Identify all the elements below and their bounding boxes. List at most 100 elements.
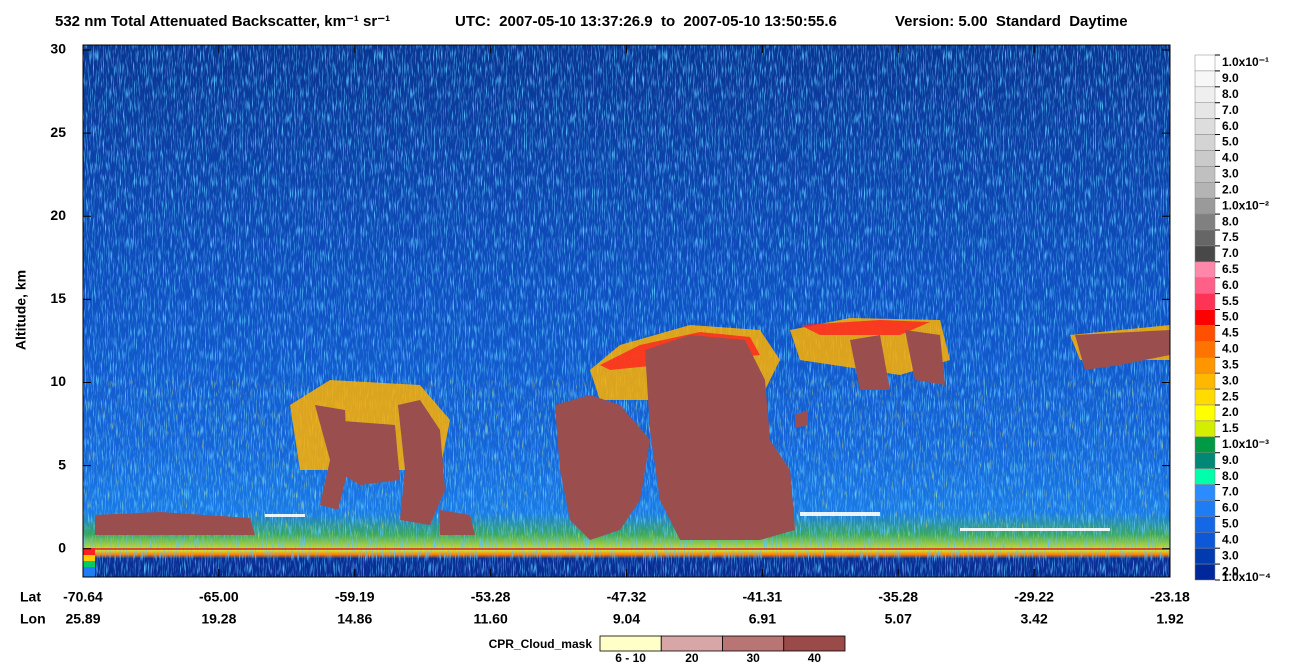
x-tick-label: 6.91 xyxy=(749,611,776,627)
colorbar-cell xyxy=(1194,452,1216,469)
y-tick-label: 25 xyxy=(50,124,66,140)
x-tick-label: 14.86 xyxy=(337,611,372,627)
mask-label: 6 - 10 xyxy=(615,651,646,665)
colorbar-cell xyxy=(1194,372,1216,390)
colorbar-cell xyxy=(1194,563,1216,581)
x-tick-label: -59.19 xyxy=(335,589,375,605)
colorbar-cell xyxy=(1194,134,1216,151)
colorbar-label: 7.0 xyxy=(1222,485,1239,499)
colorbar-cell xyxy=(1194,213,1216,231)
colorbar-cell xyxy=(1194,357,1216,374)
mask-label: 20 xyxy=(685,651,699,665)
colorbar-cell xyxy=(1194,420,1216,438)
colorbar-cell xyxy=(1194,388,1216,406)
colorbar-cell xyxy=(1194,197,1216,215)
colorbar-cell xyxy=(1194,245,1216,263)
colorbar-label: 1.0x10⁻⁴ xyxy=(1222,570,1271,584)
colorbar-cell xyxy=(1194,118,1216,135)
colorbar-cell xyxy=(1194,261,1216,278)
colorbar-cell xyxy=(1194,54,1216,72)
low-cloud-tops xyxy=(265,512,1110,531)
mask-swatch xyxy=(660,635,723,652)
colorbar-label: 4.0 xyxy=(1222,151,1239,165)
x-row-name: Lon xyxy=(20,611,46,627)
colorbar-cell xyxy=(1194,325,1216,342)
colorbar-label: 2.0 xyxy=(1222,564,1239,578)
x-tick-label: -53.28 xyxy=(471,589,511,605)
colorbar-label: 4.0 xyxy=(1222,532,1239,546)
colorbar-label: 6.0 xyxy=(1222,278,1239,292)
colorbar-cell xyxy=(1194,309,1216,326)
colorbar-label: 5.0 xyxy=(1222,135,1239,149)
x-tick-label: 9.04 xyxy=(613,611,640,627)
x-tick-label: -41.31 xyxy=(743,589,783,605)
generated: 0 5 10 15 20 25 30 Lat -70.64 -65.00 -59.19 -53.28 -… xyxy=(20,41,1271,665)
x-tick-label: -47.32 xyxy=(607,589,647,605)
y-tick-label: 0 xyxy=(58,539,66,555)
surface-swatch xyxy=(83,548,95,577)
colorbar-cell xyxy=(1194,516,1216,533)
colorbar-label: 7.0 xyxy=(1222,246,1239,260)
x-tick-label: 11.60 xyxy=(473,611,507,627)
colorbar-label: 3.5 xyxy=(1222,357,1239,371)
colorbar-label: 1.0x10⁻³ xyxy=(1222,437,1269,451)
clouds xyxy=(95,330,1170,540)
colorbar-cell xyxy=(1194,532,1216,549)
colorbar-label: 9.0 xyxy=(1222,71,1239,85)
colorbar-label: 2.0 xyxy=(1222,182,1239,196)
colorbar-label: 7.5 xyxy=(1222,230,1239,244)
x-tick-label: -70.64 xyxy=(63,589,103,605)
colorbar-label: 6.0 xyxy=(1222,119,1239,133)
colorbar-label: 4.0 xyxy=(1222,342,1239,356)
mask-swatch xyxy=(783,635,846,652)
x-tick-label: -29.22 xyxy=(1014,589,1054,605)
colorbar-cell xyxy=(1194,229,1216,247)
x-tick-label: 1.92 xyxy=(1156,611,1183,627)
colorbar-label: 1.0x10⁻² xyxy=(1222,198,1269,212)
colorbar-label: 8.0 xyxy=(1222,469,1239,483)
colorbar-cell xyxy=(1194,102,1216,119)
colorbar-cell xyxy=(1194,293,1216,310)
version: Version: 5.00 Standard Daytime xyxy=(895,13,1128,30)
colorbar-cell xyxy=(1194,86,1216,103)
y-tick-label: 10 xyxy=(50,373,66,389)
mask-swatch xyxy=(599,635,662,652)
curtain xyxy=(83,45,1170,577)
chart-title: 532 nm Total Attenuated Backscatter, km⁻… xyxy=(55,13,390,30)
colorbar-cell xyxy=(1194,150,1216,167)
time-range: UTC: 2007-05-10 13:37:26.9 to 2007-05-10… xyxy=(455,13,837,30)
colorbar-label: 1.5 xyxy=(1222,421,1239,435)
y-axis-label: Altitude, km xyxy=(13,270,29,350)
colorbar-label: 6.0 xyxy=(1222,501,1239,515)
y-tick-label: 30 xyxy=(50,41,66,57)
colorbar-label: 4.5 xyxy=(1222,326,1239,340)
colorbar-cell xyxy=(1194,436,1216,453)
y-tick-label: 15 xyxy=(50,290,66,306)
y-tick-label: 5 xyxy=(58,456,66,472)
colorbar-label: 3.0 xyxy=(1222,167,1239,181)
colorbar-label: 2.5 xyxy=(1222,389,1239,403)
colorbar-label: 1.0x10⁻¹ xyxy=(1222,55,1269,69)
colorbar-cell xyxy=(1194,484,1216,501)
x-tick-label: -23.18 xyxy=(1150,589,1190,605)
colorbar-label: 6.5 xyxy=(1222,262,1239,276)
mask-swatch xyxy=(722,635,785,652)
colorbar-label: 3.0 xyxy=(1222,548,1239,562)
colorbar-label: 3.0 xyxy=(1222,373,1239,387)
colorbar-cell xyxy=(1194,166,1216,183)
colorbar-label: 5.0 xyxy=(1222,310,1239,324)
colorbar-label: 5.5 xyxy=(1222,294,1239,308)
x-tick-label: 19.28 xyxy=(201,611,236,627)
colorbar-cell xyxy=(1194,404,1216,422)
colorbar-cell xyxy=(1194,70,1216,88)
y-tick-label: 20 xyxy=(50,207,66,223)
colorbar-cell xyxy=(1194,277,1216,294)
colorbar-cell xyxy=(1194,341,1216,358)
colorbar-label: 7.0 xyxy=(1222,103,1239,117)
mask-title: CPR_Cloud_mask xyxy=(489,637,593,651)
x-tick-label: -65.00 xyxy=(199,589,239,605)
colorbar-cell xyxy=(1194,547,1216,565)
colorbar-cell xyxy=(1194,468,1216,485)
x-row-name: Lat xyxy=(20,589,41,605)
